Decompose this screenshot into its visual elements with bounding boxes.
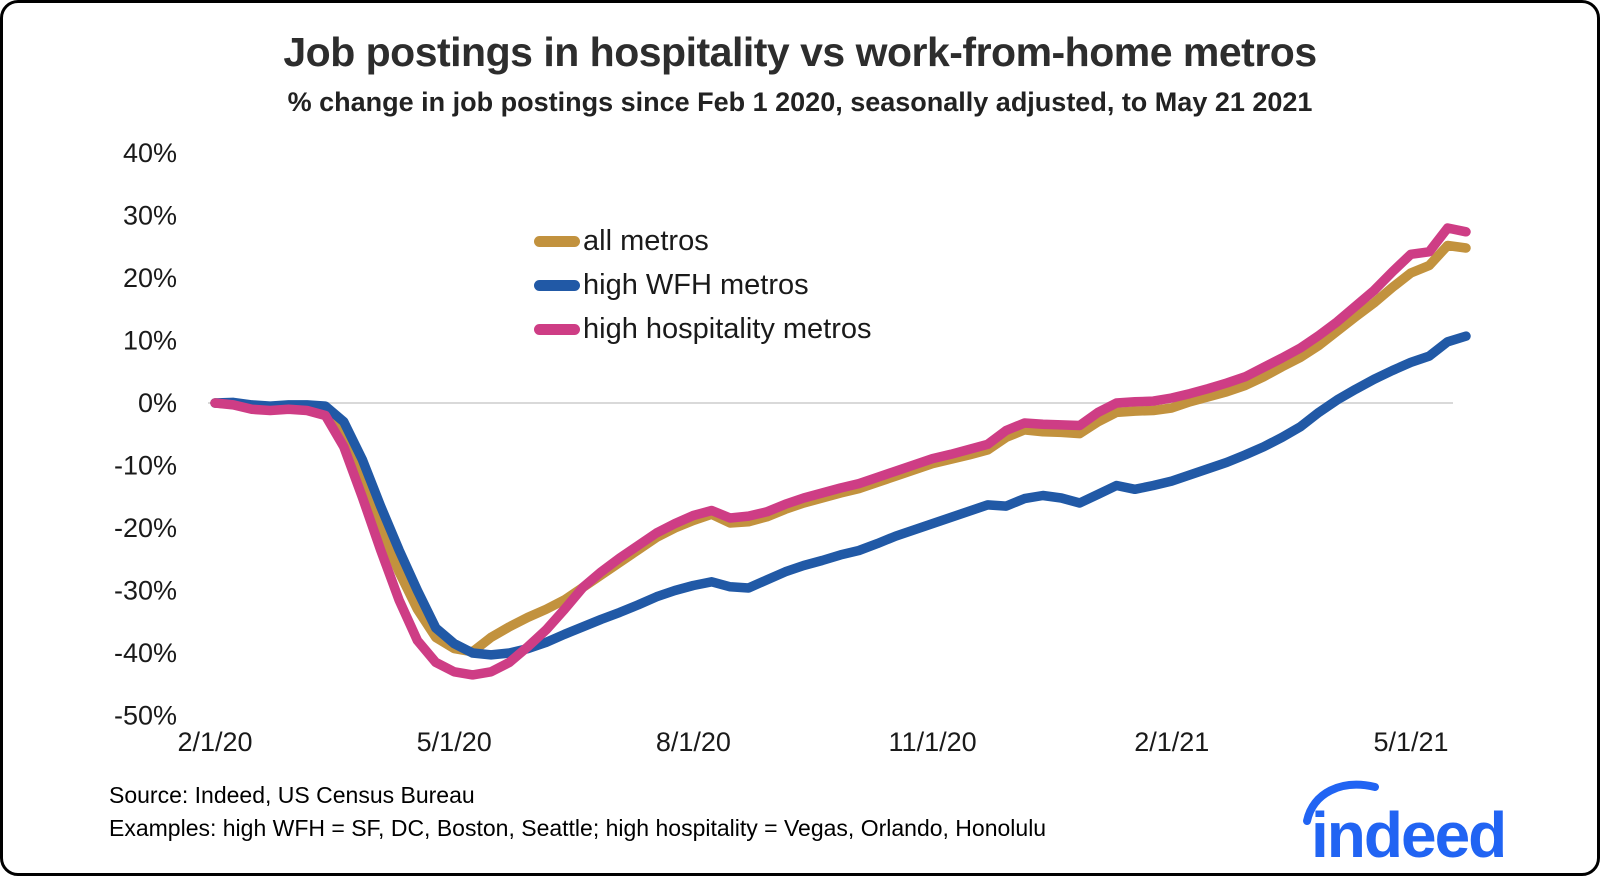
- y-tick-label: 0%: [138, 388, 177, 418]
- legend-label-high-wfh-metros: high WFH metros: [583, 268, 809, 301]
- legend-label-all-metros: all metros: [583, 224, 709, 257]
- x-tick-label: 11/1/20: [889, 727, 977, 757]
- legend-item-high-hospitality-metros: high hospitality metros: [534, 307, 872, 351]
- chart-subtitle: % change in job postings since Feb 1 202…: [287, 87, 1313, 117]
- chart-title: Job postings in hospitality vs work-from…: [283, 29, 1317, 75]
- high-hospitality-metros-swatch-icon: [534, 323, 580, 335]
- x-tick-label: 2/1/21: [1134, 727, 1209, 757]
- indeed-logo-text: indeed: [1311, 799, 1505, 869]
- high-wfh-metros-swatch-icon: [534, 279, 580, 291]
- chart-footer: Source: Indeed, US Census Bureau Example…: [109, 779, 1046, 845]
- examples-note: Examples: high WFH = SF, DC, Boston, Sea…: [109, 815, 1047, 841]
- series-line-high-wfh-metros: [210, 331, 1471, 660]
- legend-label-high-hospitality-metros: high hospitality metros: [583, 312, 872, 345]
- x-tick-label: 5/1/21: [1373, 727, 1448, 757]
- y-tick-label: -30%: [114, 576, 177, 606]
- series-line-all-metros: [210, 240, 1471, 657]
- y-tick-label: 10%: [123, 326, 177, 356]
- indeed-swoosh-icon: [1303, 780, 1379, 825]
- source-note: Source: Indeed, US Census Bureau: [109, 782, 475, 808]
- legend-item-all-metros: all metros: [534, 219, 872, 263]
- y-tick-label: 30%: [123, 201, 177, 231]
- series-line-high-hospitality-metros: [210, 223, 1471, 680]
- x-tick-label: 8/1/20: [656, 727, 731, 757]
- x-tick-label: 2/1/20: [177, 727, 252, 757]
- y-tick-label: -10%: [114, 451, 177, 481]
- all-metros-swatch-icon: [534, 235, 580, 247]
- y-tick-label: 20%: [123, 263, 177, 293]
- y-tick-label: -50%: [114, 701, 177, 731]
- y-tick-label: -40%: [114, 638, 177, 668]
- y-tick-label: -20%: [114, 513, 177, 543]
- line-chart: 40% 30% 20% 10% 0% -10% -20% -30% -40% -50%2/1/20…: [114, 138, 1471, 757]
- x-tick-label: 5/1/20: [417, 727, 492, 757]
- y-tick-label: 40%: [123, 138, 177, 168]
- indeed-logo: indeed: [1303, 780, 1507, 869]
- legend-item-high-wfh-metros: high WFH metros: [534, 263, 872, 307]
- chart-legend: all metros high WFH metros high hospital…: [534, 219, 872, 351]
